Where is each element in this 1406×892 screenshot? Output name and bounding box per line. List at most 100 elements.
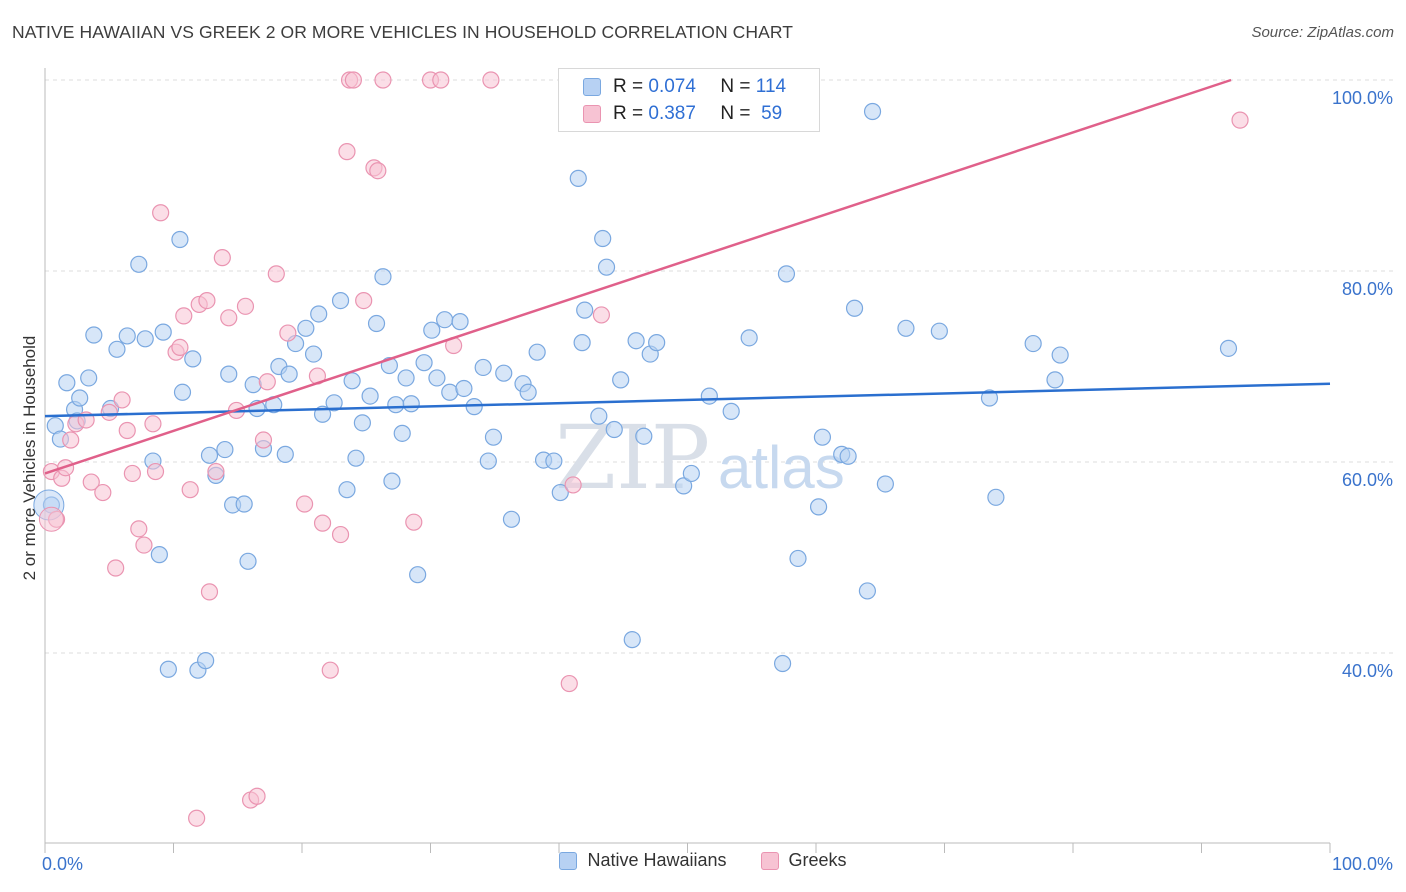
greek-point bbox=[560, 674, 578, 693]
greek-point bbox=[338, 143, 356, 161]
trend-line-greeks bbox=[44, 78, 1232, 475]
greek-point bbox=[1231, 111, 1249, 129]
series-greeks bbox=[38, 71, 1249, 827]
native-hawaiian-point bbox=[813, 428, 832, 446]
greek-point bbox=[100, 403, 118, 421]
source-label: Source: ZipAtlas.com bbox=[1251, 24, 1394, 41]
native-hawaiian-point bbox=[455, 379, 473, 398]
x-tick-label-max: 100.0% bbox=[1332, 854, 1393, 874]
native-hawaiian-point bbox=[367, 314, 386, 333]
native-hawaiian-point bbox=[740, 329, 758, 347]
trend-lines bbox=[44, 78, 1331, 475]
greek-point bbox=[592, 306, 611, 324]
y-tick-label: 100.0% bbox=[1332, 88, 1393, 108]
greek-point bbox=[181, 481, 199, 499]
legend-label-native-hawaiians: Native Hawaiians bbox=[587, 850, 727, 870]
greek-point bbox=[188, 809, 206, 827]
greek-point bbox=[62, 431, 80, 449]
native-hawaiian-point bbox=[569, 169, 587, 187]
greek-point bbox=[374, 71, 392, 89]
stats-legend: R = 0.074 N = 114 R = 0.387 N = 59 bbox=[558, 68, 820, 132]
native-hawaiian-point bbox=[845, 299, 864, 317]
native-hawaiian-point bbox=[648, 334, 666, 352]
native-hawaiian-point bbox=[858, 582, 877, 600]
native-hawaiian-point bbox=[173, 383, 192, 401]
native-hawaiian-point bbox=[304, 345, 323, 363]
greek-point bbox=[135, 536, 153, 554]
greek-point bbox=[564, 476, 582, 494]
native-hawaiian-point bbox=[423, 321, 441, 339]
legend-row-native-hawaiians: R = 0.074 N = 114 bbox=[583, 74, 786, 100]
native-hawaiian-point bbox=[627, 332, 645, 350]
native-hawaiian-point bbox=[897, 319, 915, 337]
greek-point bbox=[321, 661, 339, 679]
greek-point bbox=[113, 391, 131, 409]
y-tick-label: 80.0% bbox=[1342, 279, 1393, 299]
native-hawaiian-point bbox=[85, 326, 103, 344]
native-hawaiian-point bbox=[484, 428, 503, 446]
native-hawaiian-point bbox=[573, 334, 591, 352]
native-hawaiian-point bbox=[474, 358, 492, 377]
greek-point bbox=[254, 431, 273, 449]
native-hawaiian-point bbox=[773, 654, 792, 673]
greek-point bbox=[482, 71, 500, 89]
native-hawaiian-point bbox=[150, 546, 168, 564]
native-hawaiian-point bbox=[244, 376, 262, 394]
greek-point bbox=[295, 495, 314, 513]
greek-point bbox=[144, 415, 162, 433]
native-hawaiian-point bbox=[551, 483, 569, 502]
native-hawaiian-point bbox=[387, 396, 405, 414]
native-hawaiian-point bbox=[1046, 371, 1064, 389]
legend-r-label: R = bbox=[613, 103, 644, 124]
greek-point bbox=[200, 583, 219, 601]
greek-point bbox=[313, 514, 332, 532]
native-hawaiian-point bbox=[393, 424, 411, 442]
series-legend: Native Hawaiians Greeks bbox=[0, 850, 1406, 871]
native-hawaiian-point bbox=[612, 371, 630, 389]
native-hawaiian-point bbox=[590, 407, 608, 425]
native-hawaiian-point bbox=[415, 354, 433, 372]
native-hawaiian-point bbox=[235, 495, 253, 513]
legend-item-greeks[interactable]: Greeks bbox=[760, 850, 847, 871]
native-hawaiian-point bbox=[863, 102, 882, 121]
native-hawaiian-point bbox=[58, 374, 76, 392]
native-hawaiian-point bbox=[108, 340, 126, 358]
legend-r-value: 0.387 bbox=[648, 103, 696, 124]
native-hawaiian-point bbox=[1051, 346, 1069, 364]
native-hawaiian-point bbox=[700, 387, 718, 405]
native-hawaiian-point bbox=[576, 301, 594, 319]
native-hawaiian-point bbox=[297, 319, 315, 337]
native-hawaiian-point bbox=[130, 255, 148, 273]
native-hawaiian-point bbox=[280, 365, 298, 383]
native-hawaiian-point bbox=[118, 327, 136, 345]
native-hawaiian-point bbox=[428, 369, 446, 387]
native-hawaiian-point bbox=[605, 420, 623, 439]
greek-point bbox=[152, 204, 170, 222]
legend-swatch-blue bbox=[583, 78, 601, 96]
native-hawaiian-point bbox=[220, 365, 238, 383]
trend-line-native-hawaiians bbox=[44, 382, 1331, 418]
legend-item-native-hawaiians[interactable]: Native Hawaiians bbox=[559, 850, 727, 871]
legend-label-greeks: Greeks bbox=[788, 850, 847, 870]
chart-title: NATIVE HAWAIIAN VS GREEK 2 OR MORE VEHIC… bbox=[12, 22, 794, 42]
native-hawaiian-point bbox=[495, 364, 513, 382]
legend-r-value: 0.074 bbox=[648, 76, 696, 97]
greek-point bbox=[146, 462, 165, 481]
native-hawaiian-point bbox=[331, 292, 350, 310]
native-hawaiian-point bbox=[197, 652, 215, 670]
native-hawaiian-point bbox=[1024, 334, 1042, 353]
y-tick-label: 40.0% bbox=[1342, 661, 1393, 681]
greek-point bbox=[267, 265, 285, 283]
greek-point bbox=[405, 513, 423, 531]
native-hawaiian-point bbox=[239, 552, 257, 570]
greek-point bbox=[118, 421, 136, 440]
greek-point-large bbox=[38, 506, 64, 532]
native-hawaiian-point bbox=[171, 230, 189, 249]
tick-labels: 40.0% 60.0% 80.0% 100.0% 0.0% 100.0% bbox=[42, 88, 1393, 874]
native-hawaiian-point bbox=[361, 387, 379, 405]
greek-point bbox=[344, 71, 362, 89]
native-hawaiian-point bbox=[441, 383, 459, 401]
legend-swatch-pink bbox=[583, 105, 601, 123]
native-hawaiian-point bbox=[980, 389, 999, 407]
greek-point bbox=[236, 297, 255, 315]
